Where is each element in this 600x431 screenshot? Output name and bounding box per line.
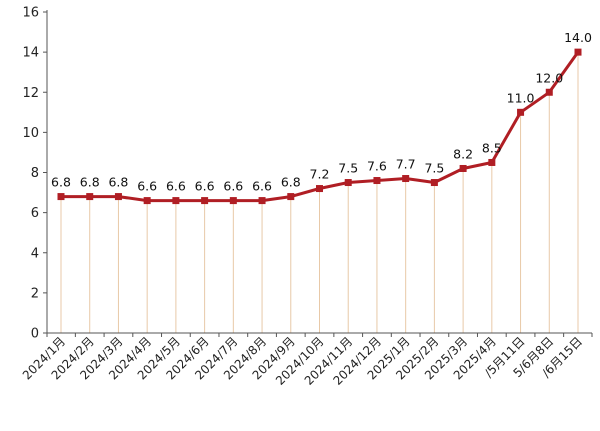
- data-labels: 6.8 6.8 6.8 6.6 6.6 6.6 6.6 6.6 6.8 7.2 7.5 7.6 7.7 7…: [51, 30, 592, 193]
- data-point: [287, 193, 295, 201]
- data-label: 14.0: [564, 30, 592, 45]
- drop-lines: [60, 52, 579, 333]
- data-point: [201, 197, 209, 205]
- x-axis-ticks: 2024/1月2024/2月2024/3月2024/4月2024/5月2024/…: [20, 333, 593, 388]
- y-axis-ticks: 0 2 4 6 8 10 12 14 16: [22, 6, 47, 342]
- axes: [46, 10, 592, 334]
- data-point: [86, 193, 94, 201]
- data-label: 6.8: [51, 175, 71, 190]
- data-point: [316, 185, 323, 193]
- data-markers: [57, 48, 582, 205]
- data-label: 8.2: [453, 146, 473, 161]
- data-label: 7.5: [338, 161, 358, 176]
- y-tick-label: 8: [31, 166, 39, 181]
- data-label: 6.6: [137, 179, 157, 194]
- data-point: [488, 158, 496, 166]
- y-tick-label: 2: [31, 286, 39, 301]
- data-label: 6.6: [166, 179, 186, 194]
- data-point: [114, 193, 122, 201]
- data-point: [344, 179, 352, 187]
- data-point: [430, 179, 438, 187]
- y-tick-label: 0: [31, 327, 39, 342]
- data-label: 11.0: [507, 90, 535, 105]
- data-point: [143, 197, 151, 205]
- data-point: [517, 108, 525, 116]
- data-label: 6.6: [223, 179, 243, 194]
- data-label: 6.8: [281, 175, 301, 190]
- data-label: 7.7: [396, 157, 416, 172]
- data-label: 6.6: [195, 179, 215, 194]
- data-label: 7.5: [424, 161, 444, 176]
- y-tick-label: 12: [22, 86, 39, 101]
- data-point: [459, 164, 467, 172]
- data-point: [402, 175, 410, 183]
- data-label: 6.8: [108, 175, 128, 190]
- data-label: 6.8: [80, 175, 100, 190]
- data-point: [229, 197, 237, 205]
- data-point: [57, 193, 65, 201]
- data-label: 12.0: [535, 70, 563, 85]
- data-point: [172, 197, 180, 205]
- data-point: [545, 88, 553, 96]
- y-tick-label: 16: [22, 6, 39, 21]
- data-label: 7.6: [367, 159, 387, 174]
- y-tick-label: 4: [31, 246, 39, 261]
- data-point: [574, 48, 582, 56]
- data-point: [373, 177, 381, 185]
- data-label: 6.6: [252, 179, 272, 194]
- data-label: 7.2: [310, 167, 330, 182]
- y-tick-label: 6: [31, 206, 39, 221]
- y-tick-label: 14: [22, 46, 39, 61]
- data-label: 8.5: [482, 140, 502, 155]
- data-point: [258, 197, 266, 205]
- y-tick-label: 10: [22, 126, 39, 141]
